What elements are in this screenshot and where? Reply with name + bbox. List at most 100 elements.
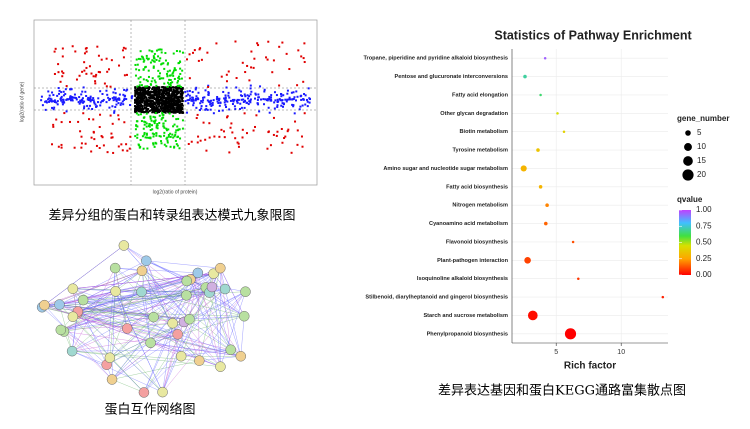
scatter-dot [231, 131, 233, 133]
scatter-dot [168, 92, 170, 94]
scatter-dot [151, 120, 153, 122]
scatter-dot [228, 97, 230, 99]
scatter-dot [163, 135, 165, 137]
scatter-dot [156, 88, 158, 90]
scatter-dot [114, 88, 116, 90]
scatter-dot [299, 108, 301, 110]
scatter-dot [48, 101, 50, 103]
scatter-dot [167, 106, 169, 108]
scatter-dot [169, 70, 171, 72]
scatter-dot [168, 79, 170, 81]
scatter-dot [154, 53, 156, 55]
scatter-dot [111, 105, 113, 107]
scatter-dot [138, 92, 140, 94]
scatter-dot [78, 96, 80, 98]
scatter-dot [165, 90, 167, 92]
scatter-dot [51, 91, 53, 93]
scatter-dot [66, 110, 68, 112]
network-node [168, 318, 178, 328]
scatter-dot [152, 77, 154, 79]
scatter-dot [307, 101, 309, 103]
scatter-dot [57, 71, 59, 73]
scatter-dot [177, 104, 179, 106]
scatter-dot [238, 143, 240, 145]
scatter-dot [148, 105, 150, 107]
scatter-dot [180, 86, 182, 88]
scatter-dot [212, 102, 214, 104]
scatter-dot [293, 96, 295, 98]
scatter-dot [62, 72, 64, 74]
scatter-dot [163, 95, 165, 97]
scatter-dot [195, 99, 197, 101]
scatter-dot [151, 100, 153, 102]
scatter-dot [94, 80, 96, 82]
scatter-dot [250, 51, 252, 53]
scatter-dot [137, 104, 139, 106]
network-node [182, 276, 192, 286]
scatter-dot [195, 88, 197, 90]
scatter-dot [267, 41, 269, 43]
scatter-dot [302, 105, 304, 107]
scatter-dot [78, 101, 80, 103]
scatter-dot [234, 41, 236, 43]
scatter-dot [185, 95, 187, 97]
scatter-dot [158, 122, 160, 124]
network-node [122, 323, 132, 333]
scatter-dot [175, 88, 177, 90]
scatter-dot [210, 100, 212, 102]
scatter-dot [155, 132, 157, 134]
scatter-dot [135, 91, 137, 93]
scatter-dot [273, 134, 275, 136]
scatter-dot [292, 105, 294, 107]
y-tick-label: Plant-pathogen interaction [437, 258, 508, 264]
scatter-dot [47, 98, 49, 100]
scatter-dot [106, 85, 108, 87]
scatter-dot [193, 102, 195, 104]
scatter-dot [55, 102, 57, 104]
scatter-dot [302, 81, 304, 83]
network-edge [144, 289, 225, 392]
scatter-dot [227, 95, 229, 97]
scatter-dot [269, 112, 271, 114]
scatter-dot [99, 104, 101, 106]
scatter-dot [158, 60, 160, 62]
scatter-dot [222, 110, 224, 112]
scatter-dot [174, 78, 176, 80]
scatter-dot [176, 126, 178, 128]
scatter-dot [286, 93, 288, 95]
scatter-dot [62, 55, 64, 57]
scatter-dot [129, 104, 131, 106]
scatter-dot [242, 62, 244, 64]
scatter-dot [71, 97, 73, 99]
network-node [239, 311, 249, 321]
scatter-dot [144, 132, 146, 134]
scatter-dot [163, 122, 165, 124]
network-node [68, 284, 78, 294]
scatter-dot [129, 136, 131, 138]
scatter-dot [51, 143, 53, 145]
scatter-dot [52, 124, 54, 126]
scatter-dot [232, 103, 234, 105]
scatter-dot [60, 97, 62, 99]
scatter-dot [63, 99, 65, 101]
scatter-dot [125, 90, 127, 92]
network-node [110, 263, 120, 273]
scatter-dot [149, 123, 151, 125]
scatter-dot [220, 129, 222, 131]
scatter-dot [165, 103, 167, 105]
scatter-dot [282, 106, 284, 108]
scatter-dot [85, 67, 87, 69]
scatter-dot [135, 125, 137, 127]
scatter-dot [288, 68, 290, 70]
scatter-dot [263, 90, 265, 92]
scatter-dot [139, 146, 141, 148]
scatter-dot [144, 90, 146, 92]
scatter-dot [152, 142, 154, 144]
scatter-dot [174, 134, 176, 136]
scatter-dot [273, 101, 275, 103]
scatter-dot [159, 103, 161, 105]
scatter-dot [179, 99, 181, 101]
scatter-dot [250, 87, 252, 89]
scatter-dot [143, 94, 145, 96]
scatter-dot [176, 143, 178, 145]
